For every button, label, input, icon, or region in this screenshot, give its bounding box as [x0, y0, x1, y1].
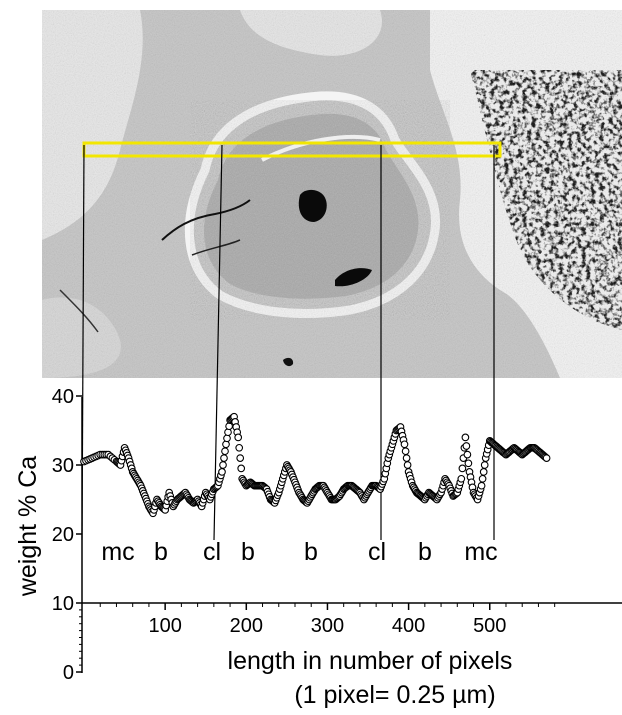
y-tick-label: 30 — [52, 455, 74, 477]
x-axis-label: length in number of pixels — [228, 647, 513, 675]
region-label: mc — [464, 538, 497, 566]
crack-left — [161, 199, 251, 241]
correlation-lines — [81, 144, 495, 541]
data-point — [402, 454, 411, 462]
data-points — [80, 412, 551, 518]
data-point — [480, 461, 489, 469]
correlation-line — [81, 144, 85, 541]
region-label: cl — [203, 538, 221, 566]
minor-tick-group — [79, 603, 556, 666]
data-point — [400, 440, 409, 449]
data-point — [457, 474, 466, 483]
data-point — [479, 468, 488, 476]
data-point — [478, 474, 487, 483]
data-point — [458, 464, 467, 473]
data-point — [220, 454, 228, 462]
data-point — [542, 454, 551, 462]
data-point — [477, 481, 486, 490]
data-point — [234, 433, 243, 442]
micrograph-image — [42, 10, 622, 378]
region-label: mc — [101, 538, 134, 566]
data-point — [236, 454, 245, 462]
region-label: cl — [368, 538, 386, 566]
data-point — [224, 428, 232, 437]
region-label: b — [418, 538, 432, 566]
x-tick-label: 400 — [392, 615, 425, 637]
data-point — [463, 450, 472, 459]
data-point — [403, 461, 412, 469]
data-point — [401, 447, 410, 456]
data-point — [218, 468, 226, 476]
y-tick-group: 0 10 20 30 40 — [52, 386, 82, 684]
region-labels: mc b cl b b cl b mc — [101, 538, 497, 566]
data-point — [225, 422, 233, 431]
data-point — [464, 459, 473, 468]
correlation-line — [213, 144, 223, 541]
x-tick-label: 200 — [230, 615, 263, 637]
pore-small — [283, 357, 294, 367]
region-label: b — [241, 538, 255, 566]
x-tick-label: 100 — [148, 615, 181, 637]
y-tick-label: 40 — [52, 386, 74, 408]
region-label: b — [154, 538, 168, 566]
inner-grain-boundary — [261, 134, 381, 162]
region-label: b — [304, 538, 318, 566]
x-axis-note: (1 pixel= 0.25 µm) — [294, 681, 495, 709]
y-axis-label: weight % Ca — [14, 456, 42, 597]
x-tick-group: 100 200 300 400 500 — [148, 603, 506, 637]
data-point — [219, 461, 227, 469]
y-tick-label: 10 — [52, 593, 74, 615]
y-tick-label: 0 — [63, 662, 74, 684]
data-point — [462, 442, 471, 450]
pore-lower — [335, 268, 372, 287]
data-point — [223, 434, 231, 443]
x-tick-label: 300 — [311, 615, 344, 637]
y-tick-label: 20 — [52, 524, 74, 546]
x-tick-label: 500 — [473, 615, 506, 637]
crack-far-left — [59, 289, 99, 333]
pore-center — [298, 189, 327, 222]
data-point — [237, 464, 246, 473]
data-point — [221, 447, 229, 456]
data-point — [235, 443, 244, 452]
data-point — [461, 433, 470, 442]
crack-left-2 — [191, 239, 241, 256]
